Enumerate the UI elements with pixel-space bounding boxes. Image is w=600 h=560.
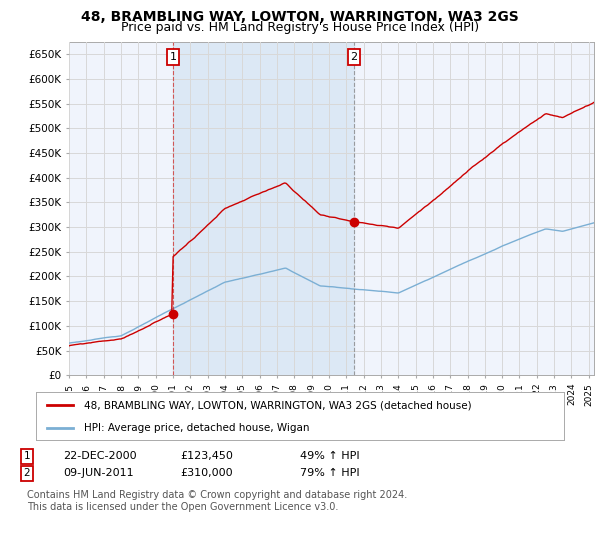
- Text: £310,000: £310,000: [180, 468, 233, 478]
- Text: 09-JUN-2011: 09-JUN-2011: [63, 468, 134, 478]
- Text: HPI: Average price, detached house, Wigan: HPI: Average price, detached house, Wiga…: [83, 423, 309, 433]
- Text: 2: 2: [350, 52, 358, 62]
- Text: 1: 1: [23, 451, 31, 461]
- Text: Contains HM Land Registry data © Crown copyright and database right 2024.
This d: Contains HM Land Registry data © Crown c…: [27, 490, 407, 512]
- Text: 2: 2: [23, 468, 31, 478]
- Text: 1: 1: [169, 52, 176, 62]
- Text: 22-DEC-2000: 22-DEC-2000: [63, 451, 137, 461]
- Text: Price paid vs. HM Land Registry's House Price Index (HPI): Price paid vs. HM Land Registry's House …: [121, 21, 479, 34]
- Bar: [173, 42, 354, 375]
- Text: 49% ↑ HPI: 49% ↑ HPI: [300, 451, 359, 461]
- Text: 48, BRAMBLING WAY, LOWTON, WARRINGTON, WA3 2GS: 48, BRAMBLING WAY, LOWTON, WARRINGTON, W…: [81, 10, 519, 24]
- Text: 79% ↑ HPI: 79% ↑ HPI: [300, 468, 359, 478]
- Text: 48, BRAMBLING WAY, LOWTON, WARRINGTON, WA3 2GS (detached house): 48, BRAMBLING WAY, LOWTON, WARRINGTON, W…: [83, 400, 471, 410]
- Text: £123,450: £123,450: [180, 451, 233, 461]
